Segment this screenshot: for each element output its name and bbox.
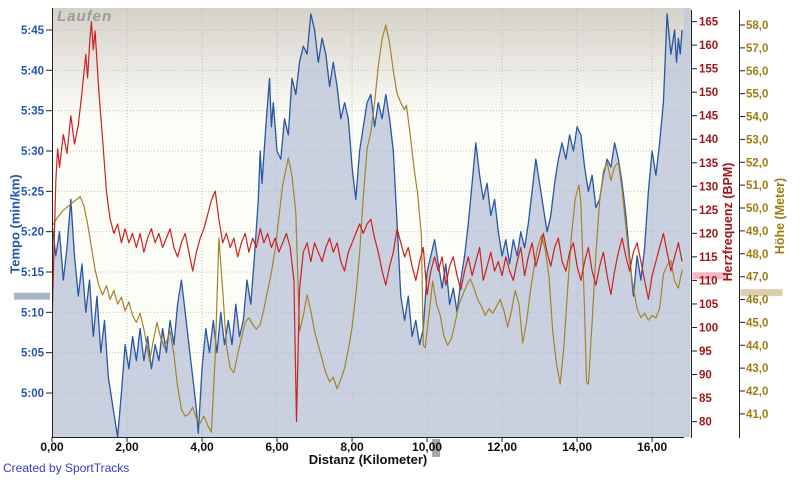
elevation-tick-label: 53,0 bbox=[746, 134, 768, 146]
pace-tick-label: 5:20 bbox=[21, 227, 44, 239]
heart-rate-tick-label: 155 bbox=[699, 64, 719, 76]
heart-rate-tick-label: 95 bbox=[699, 346, 712, 358]
gridlines bbox=[52, 8, 684, 437]
heart-rate-tick-label: 120 bbox=[699, 228, 718, 240]
distance-tick-label: 16,00 bbox=[637, 440, 667, 454]
created-by-sporttracks-credit: Created by SportTracks bbox=[3, 461, 130, 475]
heart-rate-tick-label: 160 bbox=[699, 40, 718, 52]
elevation-tick-label: 44,0 bbox=[746, 340, 768, 352]
distance-tick-label: 0,00 bbox=[40, 440, 64, 454]
pace-tick-label: 5:35 bbox=[21, 106, 45, 118]
elevation-tick-label: 51,0 bbox=[746, 180, 768, 192]
heart-rate-tick-label: 105 bbox=[699, 299, 719, 311]
distance-tick-label: 2,00 bbox=[115, 440, 139, 454]
elevation-tick-label: 50,0 bbox=[746, 203, 768, 215]
pace-tick-label: 5:40 bbox=[21, 65, 44, 77]
distance-tick-label: 6,00 bbox=[265, 440, 289, 454]
heart-rate-tick-label: 110 bbox=[699, 275, 718, 287]
plot-right-edge-strip bbox=[684, 8, 691, 437]
elevation-tick-label: 49,0 bbox=[746, 226, 768, 238]
distance-tick-label: 4,00 bbox=[190, 440, 214, 454]
distance-tick-label: 14,00 bbox=[562, 440, 592, 454]
distance-axis-title: Distanz (Kilometer) bbox=[308, 452, 428, 467]
heart-rate-tick-label: 115 bbox=[699, 252, 718, 264]
elevation-tick-label: 57,0 bbox=[746, 43, 768, 55]
pace-average-marker bbox=[14, 292, 50, 300]
heart-rate-axis-title: Herzfrequenz (BPM) bbox=[721, 162, 735, 282]
pace-tick-label: 5:45 bbox=[21, 25, 45, 37]
heart-rate-tick-label: 130 bbox=[699, 181, 718, 193]
heart-rate-line bbox=[52, 21, 683, 423]
heart-rate-tick-label: 135 bbox=[699, 158, 719, 170]
heart-rate-tick-label: 140 bbox=[699, 134, 718, 146]
distance-tick-label: 8,00 bbox=[340, 440, 364, 454]
elevation-tick-label: 55,0 bbox=[746, 89, 768, 101]
elevation-tick-label: 48,0 bbox=[746, 249, 768, 261]
axis-average-markers bbox=[14, 272, 783, 457]
heart-rate-tick-label: 100 bbox=[699, 322, 718, 334]
heart-rate-average-marker bbox=[692, 272, 727, 280]
pace-tick-label: 5:10 bbox=[21, 307, 44, 319]
pace-tick-label: 5:30 bbox=[21, 146, 44, 158]
distance-tick-label: 12,00 bbox=[487, 440, 517, 454]
elevation-average-marker bbox=[740, 289, 783, 297]
elevation-tick-label: 47,0 bbox=[746, 272, 768, 284]
elevation-tick-label: 43,0 bbox=[746, 363, 768, 375]
elevation-tick-label: 41,0 bbox=[746, 409, 768, 421]
chart-title: Laufen bbox=[57, 8, 113, 25]
elevation-tick-label: 45,0 bbox=[746, 317, 768, 329]
tick-marks bbox=[46, 21, 745, 442]
elevation-axis-title: Höhe (Meter) bbox=[773, 177, 787, 255]
pace-line bbox=[52, 13, 683, 437]
elevation-tick-label: 56,0 bbox=[746, 66, 768, 78]
heart-rate-tick-label: 150 bbox=[699, 87, 718, 99]
pace-tick-label: 5:25 bbox=[21, 186, 45, 198]
heart-rate-tick-label: 145 bbox=[699, 111, 719, 123]
distance-tick-label: 10,00 bbox=[412, 440, 442, 454]
elevation-line bbox=[52, 24, 683, 433]
elevation-tick-label: 58,0 bbox=[746, 20, 768, 32]
pace-tick-label: 5:00 bbox=[21, 388, 44, 400]
heart-rate-tick-label: 85 bbox=[699, 393, 712, 405]
pace-tick-label: 5:15 bbox=[21, 267, 45, 279]
elevation-tick-label: 42,0 bbox=[746, 386, 768, 398]
pace-tick-label: 5:05 bbox=[21, 348, 45, 360]
elevation-tick-label: 52,0 bbox=[746, 157, 768, 169]
pace-area-fill bbox=[52, 13, 684, 437]
pace-axis-title: Tempo (min/km) bbox=[7, 174, 23, 274]
heart-rate-tick-label: 80 bbox=[699, 417, 712, 429]
heart-rate-tick-label: 165 bbox=[699, 17, 719, 29]
elevation-tick-label: 46,0 bbox=[746, 295, 768, 307]
axis-lines bbox=[52, 8, 740, 438]
elevation-tick-label: 54,0 bbox=[746, 112, 768, 124]
distance-position-marker bbox=[432, 439, 441, 457]
heart-rate-tick-label: 90 bbox=[699, 370, 712, 382]
heart-rate-tick-label: 125 bbox=[699, 205, 719, 217]
